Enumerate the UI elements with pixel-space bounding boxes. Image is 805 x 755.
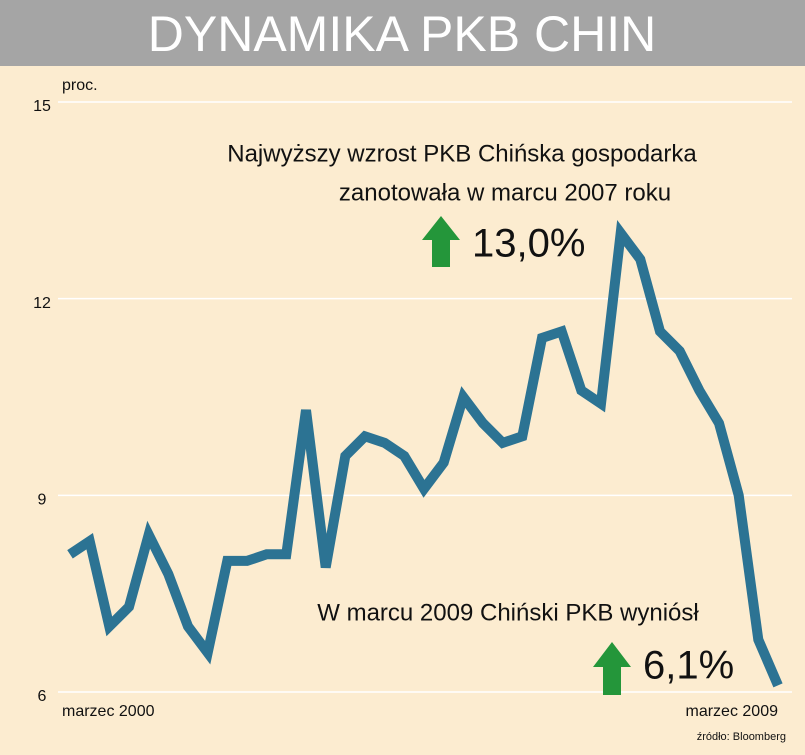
chart-title: DYNAMIKA PKB CHIN	[148, 6, 656, 62]
title-band	[0, 0, 805, 66]
annotation: W marcu 2009 Chiński PKB wyniósł	[317, 599, 699, 626]
annotation: zanotowała w marcu 2007 roku	[339, 179, 671, 206]
arrow-icon	[422, 216, 460, 267]
y-tick-label: 12	[33, 295, 51, 312]
x-tick-label: marzec 2009	[686, 703, 779, 720]
line	[67, 220, 783, 688]
annotation: 6,1%	[643, 644, 734, 688]
y-tick-label: 9	[38, 492, 47, 509]
annotation: 13,0%	[472, 222, 585, 266]
source: źródło: Bloomberg	[697, 731, 786, 743]
x-tick-label: marzec 2000	[62, 703, 155, 720]
annotation: Najwyższy wzrost PKB Chińska gospodarka	[227, 140, 697, 167]
y-tick-label: 15	[33, 98, 51, 115]
y-tick-label: 6	[38, 688, 47, 705]
arrow-icon	[593, 642, 631, 695]
y-axis-label: proc.	[62, 77, 98, 94]
